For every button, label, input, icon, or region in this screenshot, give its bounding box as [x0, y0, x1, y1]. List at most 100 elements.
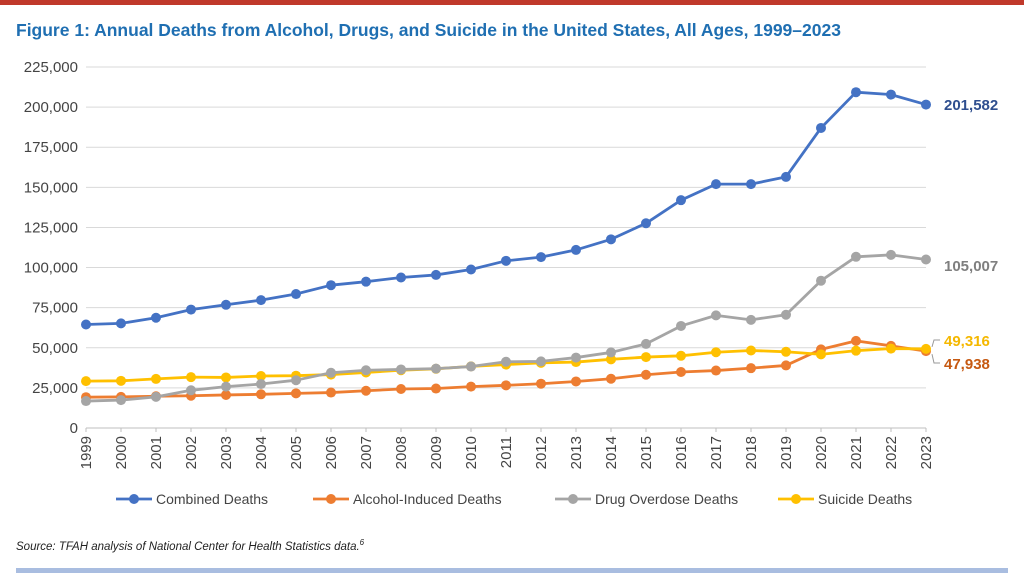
- x-tick-label: 2008: [393, 436, 410, 469]
- x-tick-label: 2018: [743, 436, 760, 469]
- data-point: [396, 272, 406, 283]
- data-point: [221, 372, 231, 383]
- legend-item: Suicide Deaths: [778, 491, 912, 507]
- data-point: [536, 356, 546, 367]
- data-point: [116, 395, 126, 406]
- x-tick-label: 2000: [113, 436, 130, 469]
- data-point: [851, 335, 861, 346]
- data-point: [466, 264, 476, 275]
- data-point: [746, 314, 756, 325]
- data-point: [571, 376, 581, 387]
- y-tick-label: 0: [70, 420, 78, 437]
- data-point: [361, 365, 371, 376]
- data-point: [851, 251, 861, 262]
- data-point: [711, 365, 721, 376]
- data-point: [886, 249, 896, 260]
- data-point: [431, 383, 441, 394]
- data-point: [676, 320, 686, 331]
- x-tick-label: 2007: [358, 436, 375, 469]
- data-point: [466, 361, 476, 372]
- data-point: [676, 195, 686, 206]
- series-drug: [81, 249, 931, 407]
- data-point: [921, 254, 931, 265]
- series-combined: [81, 87, 931, 330]
- end-value-label: 201,582: [944, 97, 998, 114]
- x-tick-label: 2004: [253, 436, 270, 469]
- data-point: [116, 375, 126, 386]
- data-point: [326, 280, 336, 291]
- data-point: [81, 319, 91, 330]
- data-point: [571, 244, 581, 255]
- y-tick-label: 100,000: [24, 260, 78, 277]
- data-point: [536, 378, 546, 389]
- data-point: [816, 275, 826, 286]
- data-point: [221, 381, 231, 392]
- legend-swatch-marker: [326, 494, 336, 504]
- data-point: [396, 364, 406, 375]
- end-value-label: 105,007: [944, 258, 998, 275]
- data-point: [851, 345, 861, 356]
- x-tick-label: 2019: [778, 436, 795, 469]
- data-point: [711, 310, 721, 321]
- data-point: [291, 375, 301, 386]
- data-point: [291, 289, 301, 300]
- x-tick-label: 2001: [148, 436, 165, 469]
- data-point: [361, 276, 371, 287]
- data-point: [116, 318, 126, 329]
- legend-item: Combined Deaths: [116, 491, 268, 507]
- data-point: [256, 379, 266, 390]
- data-point: [326, 387, 336, 398]
- y-tick-label: 125,000: [24, 219, 78, 236]
- x-tick-label: 2010: [463, 436, 480, 469]
- x-tick-label: 2009: [428, 436, 445, 469]
- data-point: [501, 356, 511, 367]
- y-tick-label: 225,000: [24, 59, 78, 76]
- top-accent-rule: [0, 0, 1024, 5]
- x-tick-label: 2016: [673, 436, 690, 469]
- data-point: [291, 388, 301, 399]
- x-tick-label: 2002: [183, 436, 200, 469]
- legend-swatch-marker: [568, 494, 578, 504]
- x-tick-label: 2022: [883, 436, 900, 469]
- data-point: [921, 343, 931, 354]
- legend-label: Alcohol-Induced Deaths: [353, 491, 502, 507]
- data-point: [501, 255, 511, 266]
- data-point: [606, 234, 616, 245]
- y-tick-label: 25,000: [32, 380, 78, 397]
- data-point: [606, 347, 616, 358]
- leader-line: [931, 339, 940, 348]
- data-point: [151, 373, 161, 384]
- x-tick-label: 2005: [288, 436, 305, 469]
- legend-item: Drug Overdose Deaths: [555, 491, 738, 507]
- data-point: [711, 347, 721, 358]
- x-tick-label: 2020: [813, 436, 830, 469]
- x-tick-label: 2013: [568, 436, 585, 469]
- footnote-ref: 6: [359, 538, 365, 547]
- data-point: [816, 349, 826, 360]
- y-tick-label: 200,000: [24, 99, 78, 116]
- data-point: [501, 380, 511, 391]
- data-point: [641, 338, 651, 349]
- data-point: [221, 389, 231, 400]
- legend-swatch-marker: [791, 494, 801, 504]
- data-point: [746, 363, 756, 374]
- data-point: [781, 309, 791, 320]
- data-point: [186, 372, 196, 383]
- data-point: [361, 385, 371, 396]
- data-point: [886, 89, 896, 100]
- data-point: [606, 354, 616, 365]
- x-tick-label: 1999: [78, 436, 95, 469]
- data-point: [256, 295, 266, 306]
- data-point: [851, 87, 861, 98]
- end-value-label: 47,938: [944, 356, 990, 373]
- y-tick-label: 75,000: [32, 300, 78, 317]
- legend-label: Drug Overdose Deaths: [595, 491, 738, 507]
- series-line: [85, 90, 927, 326]
- legend-swatch-marker: [129, 494, 139, 504]
- legend-label: Combined Deaths: [156, 491, 268, 507]
- y-tick-label: 150,000: [24, 179, 78, 196]
- data-point: [571, 352, 581, 363]
- series-line: [85, 253, 927, 403]
- data-point: [781, 346, 791, 357]
- data-point: [466, 381, 476, 392]
